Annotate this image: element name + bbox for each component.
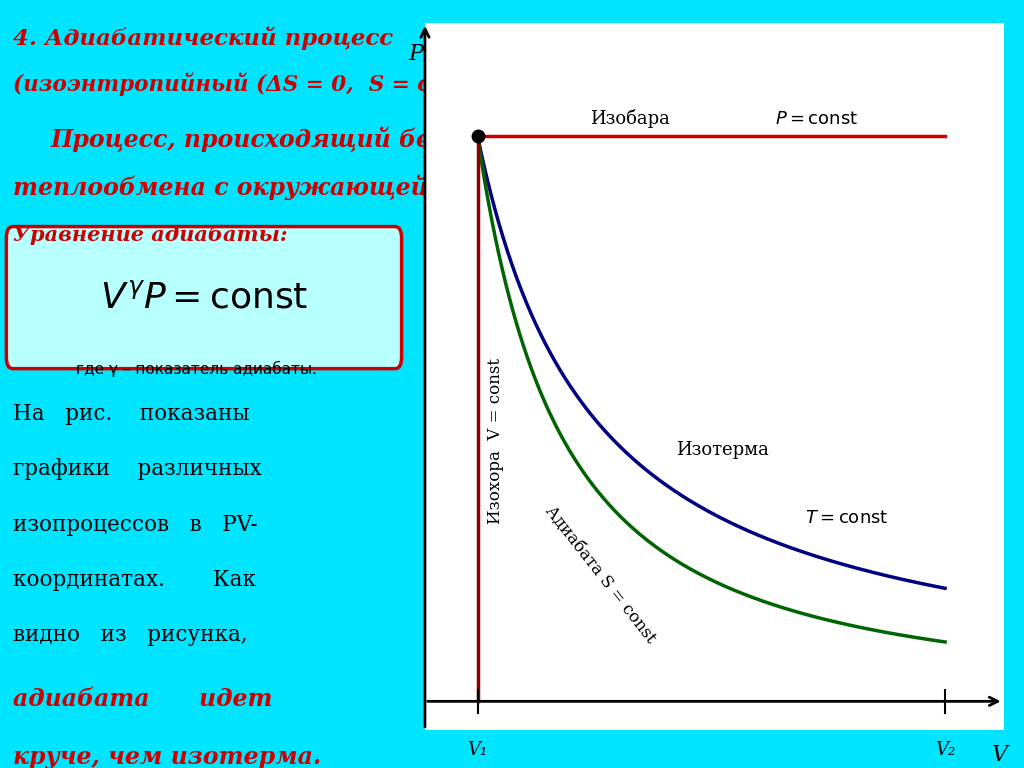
Text: Изохора  V = const: Изохора V = const [486,359,504,525]
Text: На   рис.    показаны: На рис. показаны [12,403,249,425]
Text: адиабата      идет: адиабата идет [12,687,272,711]
Text: (изоэнтропийный (ΔS = 0,  S = const)).: (изоэнтропийный (ΔS = 0, S = const)). [12,73,510,97]
Text: графики    различных: графики различных [12,458,261,481]
Text: где γ – показатель адиабаты.: где γ – показатель адиабаты. [77,361,317,377]
Text: Изотерма: Изотерма [676,441,769,458]
Text: $T = \mathrm{const}$: $T = \mathrm{const}$ [805,508,888,527]
Text: V₁: V₁ [467,741,487,759]
Text: V: V [992,744,1009,766]
Text: P: P [409,43,423,65]
Text: теплообмена с окружающей средой.: теплообмена с окружающей средой. [12,174,539,200]
Text: V₂: V₂ [935,741,955,759]
Text: Адиабата S = const: Адиабата S = const [542,502,659,647]
Text: Процесс, происходящий без: Процесс, происходящий без [51,127,447,152]
Text: $P = \mathrm{const}$: $P = \mathrm{const}$ [775,110,858,128]
Text: изопроцессов   в   PV-: изопроцессов в PV- [12,514,257,536]
Text: круче, чем изотерма.: круче, чем изотерма. [12,745,321,768]
Text: Изобара: Изобара [590,109,670,128]
Text: видно   из   рисунка,: видно из рисунка, [12,624,248,647]
Text: $V^{\gamma}P = \mathrm{const}$: $V^{\gamma}P = \mathrm{const}$ [99,280,308,315]
Text: Уравнение адиабаты:: Уравнение адиабаты: [12,224,288,245]
Text: 4. Адиабатический процесс: 4. Адиабатический процесс [12,27,393,51]
FancyBboxPatch shape [6,227,401,369]
Text: координатах.       Как: координатах. Как [12,569,256,591]
